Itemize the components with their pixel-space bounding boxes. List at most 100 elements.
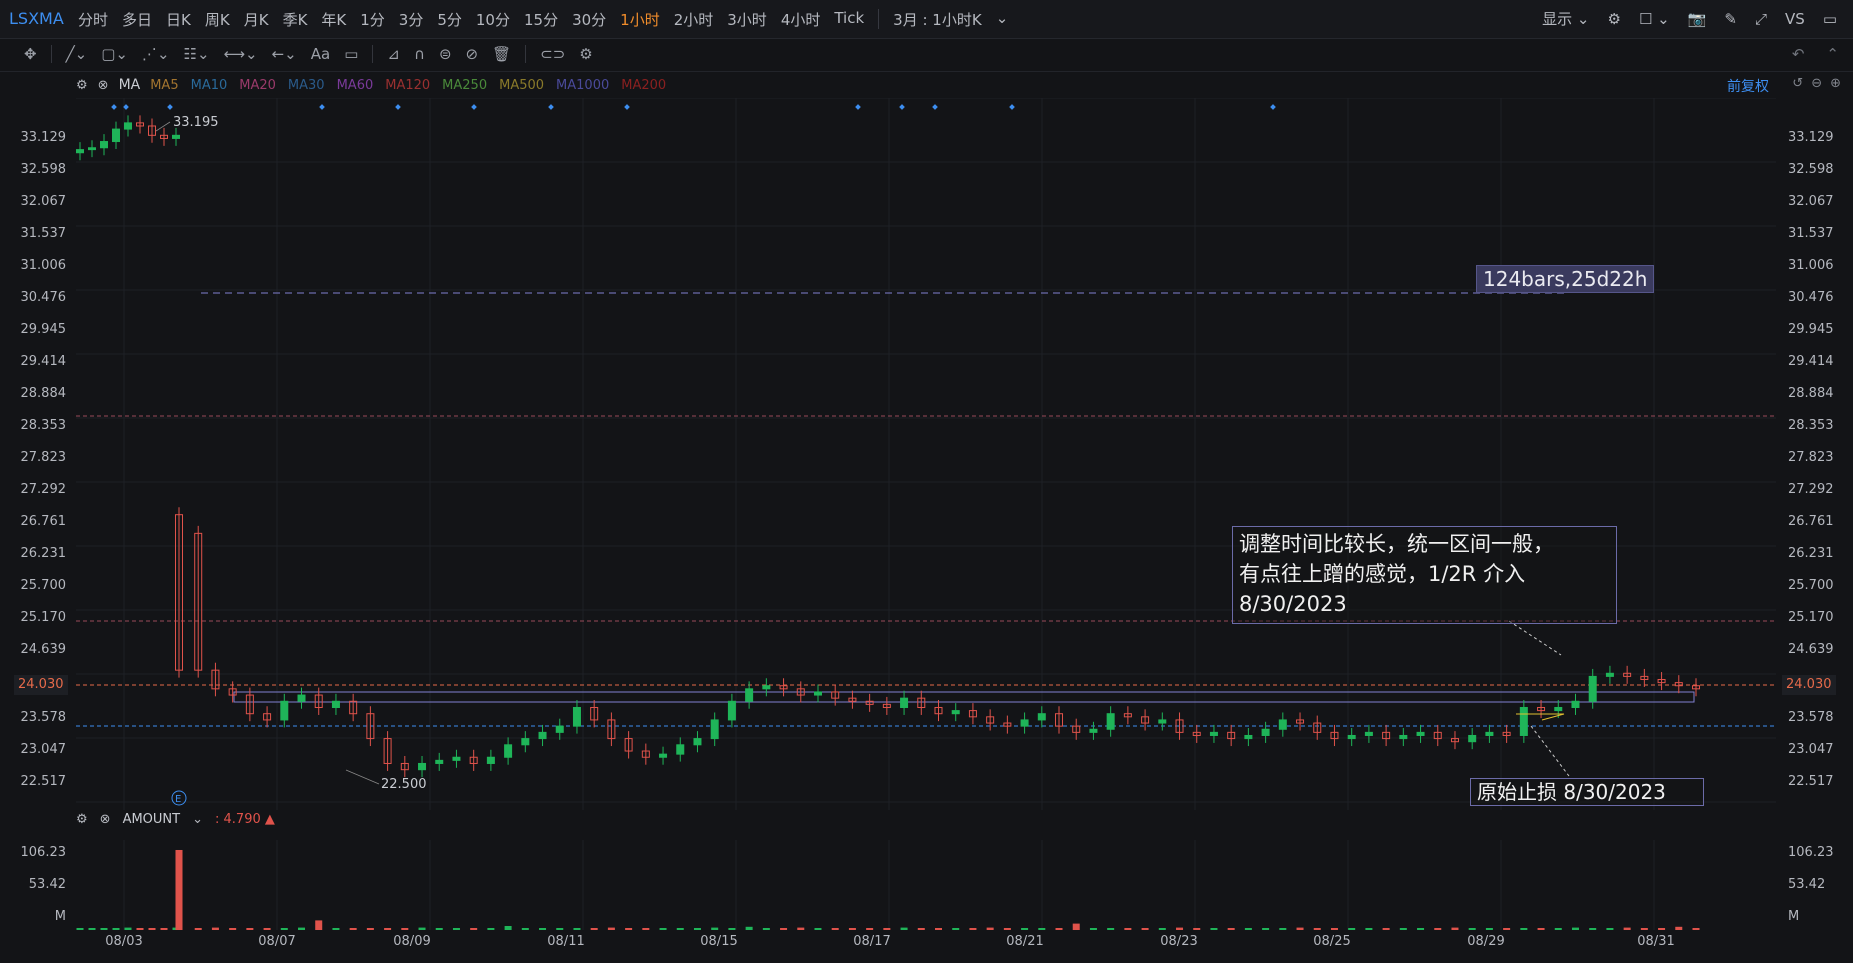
settings-icon[interactable]: ⚙ <box>76 77 88 93</box>
camera-icon[interactable]: 📷 <box>1687 9 1707 28</box>
period-tab[interactable]: 4小时 <box>780 11 821 29</box>
fullscreen-icon[interactable]: ⤢ <box>1755 9 1768 28</box>
period-tab[interactable]: 2小时 <box>673 11 714 29</box>
shape-tool-icon[interactable]: ▢⌄ <box>101 45 128 63</box>
settings-icon[interactable]: ⚙ <box>579 45 593 63</box>
close-icon[interactable]: ⊗ <box>99 812 111 827</box>
undo-icon[interactable]: ↶ <box>1791 45 1805 63</box>
ma-item[interactable]: MA60 <box>336 77 374 93</box>
period-tab[interactable]: Tick <box>834 9 865 27</box>
magnet-icon[interactable]: ∩ <box>413 45 425 63</box>
candle-body <box>1450 738 1459 743</box>
ma-item[interactable]: MA250 <box>442 77 488 93</box>
period-tab[interactable]: 30分 <box>572 11 607 29</box>
note-box[interactable]: 调整时间比较长，统一区间一般， 有点往上蹭的感觉，1/2R 介入 8/30/20… <box>1232 526 1617 624</box>
period-tab[interactable]: 3分 <box>398 11 424 29</box>
ma-item[interactable]: MA20 <box>239 77 276 93</box>
candle-body <box>1141 716 1150 724</box>
volume-bar <box>986 927 994 930</box>
candle-body <box>1416 731 1425 736</box>
gear-icon[interactable]: ⚙ <box>1607 9 1621 28</box>
candle-body <box>796 688 805 696</box>
ma-item[interactable]: MA500 <box>499 77 545 93</box>
trash-icon[interactable]: 🗑 <box>492 45 512 63</box>
comment-tool-icon[interactable]: ▭ <box>344 45 359 63</box>
minus-icon[interactable]: ⊖ <box>1811 76 1823 91</box>
candle-body <box>900 697 909 708</box>
layout-icon[interactable]: ☐ ⌄ <box>1638 9 1670 28</box>
volume-bar <box>418 927 426 930</box>
ma-item[interactable]: MA120 <box>385 77 431 93</box>
collapse-icon[interactable]: ⌃ <box>1826 45 1839 63</box>
volume-bar <box>1348 928 1356 930</box>
price-chart[interactable]: 33.195 22.500 E <box>76 98 1776 810</box>
candle-body <box>100 141 108 149</box>
ma-item[interactable]: MA1000 <box>556 77 610 93</box>
date-tick: 08/03 <box>105 934 143 949</box>
ma-item[interactable]: MA5 <box>150 77 179 93</box>
period-tab[interactable]: 5分 <box>437 11 462 29</box>
hide-icon[interactable]: ⊘ <box>465 45 479 63</box>
period-tab[interactable]: 多日 <box>122 11 153 29</box>
volume-bar <box>1692 928 1700 930</box>
ma-item[interactable]: MA200 <box>621 77 667 93</box>
stop-loss-label[interactable]: 原始止损 8/30/2023 <box>1470 778 1704 806</box>
volume-bar <box>1176 927 1184 930</box>
period-tab[interactable]: 15分 <box>523 11 559 29</box>
date-tick: 08/29 <box>1467 934 1505 949</box>
vs-button[interactable]: VS <box>1785 9 1805 28</box>
period-tab[interactable]: 分时 <box>78 11 109 29</box>
period-tab[interactable]: 3小时 <box>727 11 767 29</box>
pencil-icon[interactable]: ✎ <box>1724 9 1737 28</box>
volume-chart[interactable] <box>76 840 1776 930</box>
line-tool-icon[interactable]: ╱⌄ <box>65 45 88 63</box>
period-tab[interactable]: 日K <box>166 11 191 29</box>
candle-body <box>383 738 392 764</box>
arrow-tool-icon[interactable]: ←⌄ <box>271 45 297 63</box>
settings-icon[interactable]: ⚙ <box>76 812 88 827</box>
period-tab[interactable]: 月K <box>243 11 269 29</box>
candle-body <box>865 700 874 705</box>
breadcrumb[interactable]: 3月 : 1小时K <box>893 11 982 29</box>
link-icon[interactable]: ⊂⊃ <box>540 45 566 63</box>
amount-value-number: 4.790 <box>223 812 261 827</box>
period-tab[interactable]: 1分 <box>360 11 385 29</box>
period-tab[interactable]: 1小时 <box>620 11 660 29</box>
text-tool-icon[interactable]: Aa <box>310 45 331 63</box>
restore-mode[interactable]: 前复权 <box>1727 79 1769 95</box>
event-marker <box>932 104 938 110</box>
chevron-down-icon[interactable]: ⌄ <box>192 812 203 827</box>
ruler-icon[interactable]: ⊿ <box>387 45 400 63</box>
volume-bar <box>148 928 156 930</box>
period-tab[interactable]: 季K <box>282 11 308 29</box>
candle-body <box>194 532 203 671</box>
reset-icon[interactable]: ↺ <box>1792 76 1804 91</box>
period-tab[interactable]: 年K <box>321 11 347 29</box>
ma-item[interactable]: MA30 <box>287 77 325 93</box>
ma-item[interactable]: MA10 <box>190 77 228 93</box>
lock-icon[interactable]: ⊜ <box>438 45 452 63</box>
ma-items: MA5 MA10 MA20 MA30 MA60 MA120 MA250 MA500 MA1000… <box>150 78 666 93</box>
display-menu[interactable]: 显示 ⌄ <box>1542 10 1590 28</box>
panel-icon[interactable]: ▭ <box>1822 9 1837 28</box>
move-icon[interactable]: ✥ <box>24 45 37 63</box>
plus-icon[interactable]: ⊕ <box>1830 76 1841 91</box>
price-tick: 23.578 <box>1788 710 1834 725</box>
label-leader <box>345 769 380 785</box>
period-tab[interactable]: 10分 <box>475 11 510 29</box>
top-right-controls: 显示 ⌄ ⚙ ☐ ⌄ 📷 ✎ ⤢ VS ▭ <box>1542 8 1837 29</box>
period-tab[interactable]: 周K <box>204 11 230 29</box>
symbol-label[interactable]: LSXMA <box>9 9 64 28</box>
volume-bar <box>1571 927 1579 930</box>
measure-label[interactable]: 124bars,25d22h <box>1476 265 1655 293</box>
measure-tool-icon[interactable]: ⟷⌄ <box>223 45 258 63</box>
trend-tool-icon[interactable]: ⋰⌄ <box>141 45 170 63</box>
candle-body <box>1519 706 1528 736</box>
price-tick: 25.170 <box>20 610 67 625</box>
volume-bar <box>1107 928 1115 930</box>
fib-tool-icon[interactable]: ☷⌄ <box>183 45 210 63</box>
candle-body <box>986 716 995 724</box>
close-icon[interactable]: ⊗ <box>97 77 109 93</box>
chevron-down-icon[interactable]: ⌄ <box>995 9 1009 27</box>
volume-bar <box>263 928 271 930</box>
